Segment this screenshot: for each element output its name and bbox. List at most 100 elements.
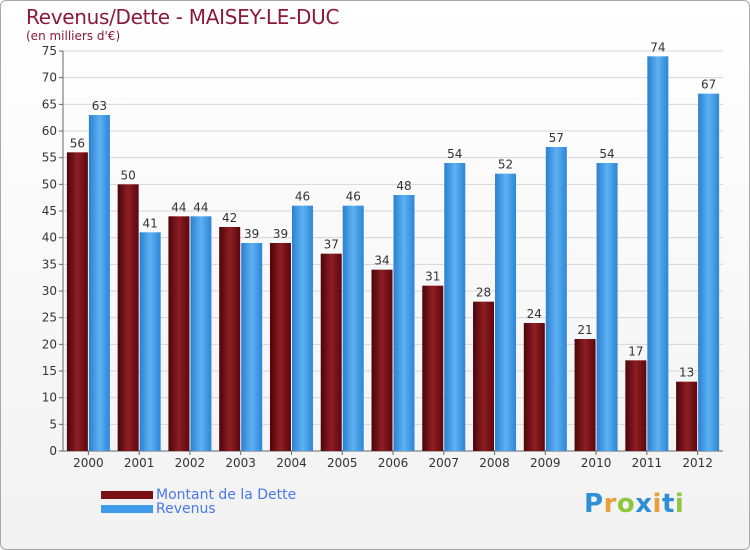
y-tick-label: 30: [42, 284, 57, 298]
data-label: 39: [273, 227, 288, 241]
bar-revenus: [545, 147, 567, 451]
y-tick-label: 55: [42, 151, 57, 165]
data-labels: 56 63 50 41 44 44 42 39 39 46 37 46 34 48 31 54 28 52 24 57…: [70, 40, 717, 379]
data-label: 52: [498, 158, 513, 172]
data-label: 44: [171, 200, 186, 214]
data-label: 46: [346, 190, 361, 204]
logo-letter: r: [603, 489, 617, 519]
bar-revenus: [88, 115, 110, 451]
proxiti-logo: Proxiti: [584, 489, 684, 519]
data-label: 67: [701, 78, 716, 92]
data-label: 41: [143, 216, 158, 230]
x-tick-label: 2000: [73, 456, 104, 470]
bar-dette: [168, 216, 190, 451]
x-tick-label: 2007: [428, 456, 459, 470]
y-tick-label: 50: [42, 177, 57, 191]
chart-title: Revenus/Dette - MAISEY-LE-DUC: [26, 5, 340, 29]
x-tick-label: 2005: [327, 456, 358, 470]
x-tick-label: 2003: [225, 456, 256, 470]
grid-lines: [63, 50, 723, 425]
data-label: 63: [92, 99, 107, 113]
bar-revenus: [342, 205, 364, 451]
bar-dette: [269, 243, 291, 451]
data-label: 37: [324, 238, 339, 252]
data-label: 74: [650, 40, 665, 54]
axes: 0 5 10 15 20 25 30 35 40 45 50 55 60 65 70 75 2000 2001 20…: [42, 44, 723, 470]
y-tick-label: 60: [42, 124, 57, 138]
x-tick-label: 2004: [276, 456, 307, 470]
bar-revenus: [444, 163, 466, 451]
x-tick-label: 2009: [530, 456, 561, 470]
y-tick-label: 40: [42, 231, 57, 245]
y-tick-label: 0: [49, 444, 57, 458]
data-label: 24: [527, 307, 542, 321]
data-label: 13: [679, 366, 694, 380]
y-tick-label: 20: [42, 337, 57, 351]
logo-letter: o: [616, 489, 636, 519]
bar-revenus: [647, 56, 669, 451]
bar-revenus: [495, 173, 517, 451]
data-label: 46: [295, 190, 310, 204]
x-tick-label: 2011: [632, 456, 663, 470]
bar-revenus: [698, 93, 720, 452]
x-tick-label: 2006: [378, 456, 409, 470]
bar-revenus: [139, 232, 161, 451]
y-tick-label: 15: [42, 364, 57, 378]
bar-dette: [320, 253, 342, 451]
legend-item-revenus: Revenus: [101, 501, 216, 517]
x-tick-label: 2012: [682, 456, 713, 470]
y-tick-label: 70: [42, 71, 57, 85]
chart-subtitle: (en milliers d'€): [26, 29, 121, 43]
y-tick-label: 5: [49, 417, 57, 431]
data-label: 21: [577, 323, 592, 337]
y-tick-label: 65: [42, 97, 57, 111]
x-tick-label: 2008: [479, 456, 510, 470]
bar-dette: [66, 152, 88, 452]
y-tick-label: 25: [42, 311, 57, 325]
data-label: 42: [222, 211, 237, 225]
x-tick-label: 2002: [175, 456, 206, 470]
bar-dette: [219, 227, 241, 451]
x-tick-label: 2001: [124, 456, 155, 470]
bar-revenus: [190, 216, 212, 451]
legend-swatch-revenus: [101, 505, 153, 513]
data-label: 31: [425, 270, 440, 284]
data-label: 28: [476, 286, 491, 300]
data-label: 50: [121, 168, 136, 182]
x-tick-label: 2010: [581, 456, 612, 470]
bar-dette: [422, 285, 444, 451]
legend-label-revenus: Revenus: [156, 501, 216, 517]
data-label: 48: [396, 179, 411, 193]
bar-dette: [371, 269, 393, 451]
data-label: 44: [193, 200, 208, 214]
y-tick-label: 75: [42, 44, 57, 58]
bar-revenus: [291, 205, 313, 451]
legend-label-debt: Montant de la Dette: [156, 487, 297, 503]
data-label: 56: [70, 136, 85, 150]
y-tick-label: 35: [42, 257, 57, 271]
bar-dette: [473, 301, 495, 451]
bar-dette: [523, 323, 545, 451]
legend-swatch-debt: [101, 491, 153, 499]
bar-revenus: [393, 195, 415, 451]
data-label: 57: [549, 131, 564, 145]
logo-letter: P: [584, 489, 604, 519]
y-tick-label: 10: [42, 391, 57, 405]
bar-revenus: [241, 243, 263, 451]
bar-revenus: [596, 163, 618, 451]
data-label: 54: [447, 147, 462, 161]
legend-item-debt: Montant de la Dette: [101, 487, 297, 503]
data-label: 34: [374, 254, 389, 268]
logo-letter: t: [661, 489, 675, 519]
bars: [66, 56, 720, 452]
bar-dette: [625, 360, 647, 451]
bar-dette: [676, 381, 698, 451]
data-label: 54: [599, 147, 614, 161]
y-tick-label: 45: [42, 204, 57, 218]
logo-letter: i: [652, 489, 662, 519]
bar-dette: [574, 339, 596, 451]
data-label: 17: [628, 344, 643, 358]
data-label: 39: [244, 227, 259, 241]
